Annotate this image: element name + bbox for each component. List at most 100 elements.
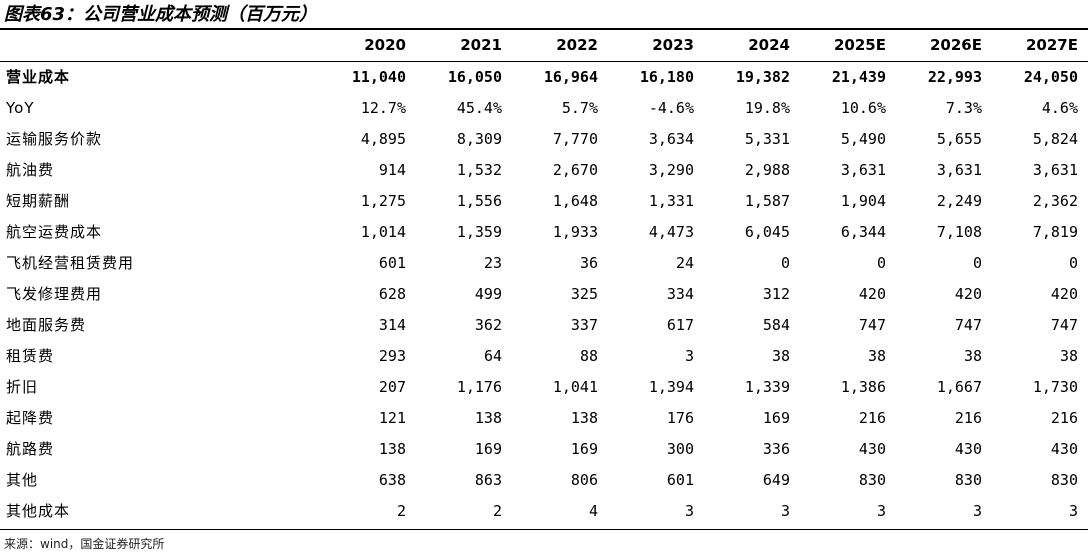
value-cell: 8,309 [456, 130, 502, 148]
value-cell: 430 [954, 440, 982, 458]
row-label: 运输服务价款 [6, 130, 103, 148]
value-cell: 1,556 [456, 192, 502, 210]
value-cell: 1,667 [936, 378, 982, 396]
value-cell: 420 [1050, 285, 1078, 303]
value-cell: 747 [858, 316, 886, 334]
row-label: 地面服务费 [6, 316, 87, 334]
source-note: 来源：wind，国金证券研究所 [4, 537, 165, 551]
value-cell: 1,339 [744, 378, 790, 396]
value-cell: 2 [492, 502, 502, 520]
value-cell: 22,993 [927, 68, 982, 86]
row-label: 折旧 [6, 378, 39, 396]
value-cell: 300 [666, 440, 694, 458]
row-label: 其他 [6, 471, 39, 489]
year-header: 2024 [748, 36, 790, 54]
value-cell: 16,180 [639, 68, 694, 86]
value-cell: 293 [378, 347, 406, 365]
value-cell: 1,275 [360, 192, 406, 210]
value-cell: 19.8% [744, 99, 790, 117]
value-cell: 7.3% [945, 99, 982, 117]
top-rule [0, 28, 1088, 30]
value-cell: 121 [378, 409, 406, 427]
value-cell: 169 [762, 409, 790, 427]
value-cell: 4.6% [1041, 99, 1078, 117]
value-cell: 747 [954, 316, 982, 334]
value-cell: 1,904 [840, 192, 886, 210]
value-cell: 16,050 [447, 68, 502, 86]
value-cell: 584 [762, 316, 790, 334]
value-cell: 10.6% [840, 99, 886, 117]
value-cell: 169 [570, 440, 598, 458]
value-cell: 5,655 [936, 130, 982, 148]
year-header: 2026E [930, 36, 982, 54]
table-row: 飞机经营租赁费用 601 23 36 24 0 0 0 0 [0, 248, 1088, 279]
row-label: 航油费 [6, 161, 55, 179]
value-cell: 638 [378, 471, 406, 489]
year-header: 2021 [460, 36, 502, 54]
value-cell: 5,331 [744, 130, 790, 148]
bottom-rule [0, 529, 1088, 530]
value-cell: 3,631 [840, 161, 886, 179]
value-cell: 12.7% [360, 99, 406, 117]
value-cell: 7,770 [552, 130, 598, 148]
row-label: 飞发修理费用 [6, 285, 103, 303]
row-label: 租赁费 [6, 347, 55, 365]
value-cell: 420 [954, 285, 982, 303]
table-row: 其他成本 2 2 4 3 3 3 3 3 [0, 496, 1088, 527]
value-cell: 4 [588, 502, 598, 520]
value-cell: 19,382 [735, 68, 790, 86]
value-cell: 420 [858, 285, 886, 303]
value-cell: 7,108 [936, 223, 982, 241]
value-cell: 4,895 [360, 130, 406, 148]
value-cell: 430 [1050, 440, 1078, 458]
header-label-cell [0, 30, 320, 62]
value-cell: 176 [666, 409, 694, 427]
value-cell: 0 [780, 254, 790, 272]
value-cell: 334 [666, 285, 694, 303]
value-cell: 21,439 [831, 68, 886, 86]
value-cell: 806 [570, 471, 598, 489]
value-cell: 3 [1068, 502, 1078, 520]
value-cell: 1,648 [552, 192, 598, 210]
value-cell: 3 [876, 502, 886, 520]
value-cell: 1,587 [744, 192, 790, 210]
value-cell: 3 [684, 347, 694, 365]
table-row: YoY 12.7% 45.4% 5.7% -4.6% 19.8% 10.6% 7.3% 4.6% [0, 93, 1088, 124]
year-header: 2022 [556, 36, 598, 54]
value-cell: 6,344 [840, 223, 886, 241]
value-cell: 1,933 [552, 223, 598, 241]
table-header-row: 2020 2021 2022 2023 2024 2025E 2026E 2027E [0, 30, 1088, 62]
year-header: 2027E [1026, 36, 1078, 54]
value-cell: 314 [378, 316, 406, 334]
value-cell: 601 [378, 254, 406, 272]
value-cell: 23 [483, 254, 502, 272]
value-cell: 5.7% [561, 99, 598, 117]
value-cell: 216 [858, 409, 886, 427]
value-cell: 325 [570, 285, 598, 303]
value-cell: 0 [1068, 254, 1078, 272]
value-cell: 312 [762, 285, 790, 303]
value-cell: 11,040 [351, 68, 406, 86]
value-cell: 649 [762, 471, 790, 489]
value-cell: 3,290 [648, 161, 694, 179]
value-cell: 1,176 [456, 378, 502, 396]
value-cell: 3 [684, 502, 694, 520]
value-cell: 36 [579, 254, 598, 272]
value-cell: 1,331 [648, 192, 694, 210]
value-cell: 2,249 [936, 192, 982, 210]
value-cell: 138 [378, 440, 406, 458]
value-cell: 628 [378, 285, 406, 303]
value-cell: 747 [1050, 316, 1078, 334]
value-cell: 830 [954, 471, 982, 489]
row-label: 营业成本 [6, 68, 71, 86]
value-cell: 24,050 [1023, 68, 1078, 86]
table-row: 航油费 914 1,532 2,670 3,290 2,988 3,631 3,631 3,63… [0, 155, 1088, 186]
value-cell: 2,670 [552, 161, 598, 179]
value-cell: 45.4% [456, 99, 502, 117]
value-cell: 0 [972, 254, 982, 272]
value-cell: 38 [867, 347, 886, 365]
cost-forecast-table: 2020 2021 2022 2023 2024 2025E 2026E 2027E 营业成本… [0, 30, 1088, 527]
table-row: 营业成本 11,040 16,050 16,964 16,180 19,382 21,439… [0, 62, 1088, 94]
row-label: 起降费 [6, 409, 55, 427]
value-cell: 216 [1050, 409, 1078, 427]
